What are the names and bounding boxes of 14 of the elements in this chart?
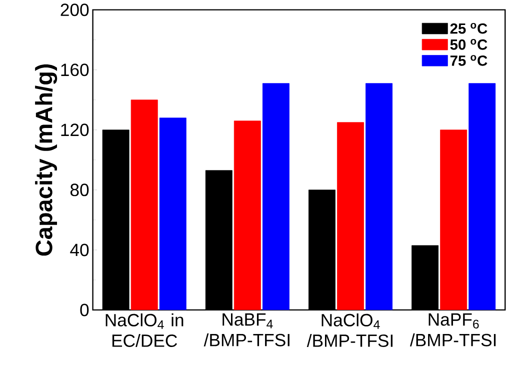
y-tick-label: 0: [80, 304, 89, 316]
y-tick-label: 120: [61, 124, 89, 136]
x-tick-label: NaPF$_{6}$ /BMP-TFSI: [410, 313, 496, 346]
x-tick-label: NaClO$_{4}$ in EC/DEC: [106, 313, 184, 347]
legend-label: 75 $^{o}$C: [450, 55, 488, 66]
y-axis-title: Capacity (mAh/g): [35, 64, 58, 256]
legend-label: 50 $^{o}$C: [450, 38, 488, 50]
legend-label: 25 $^{o}$C: [450, 22, 488, 34]
y-tick-label: 200: [60, 4, 89, 16]
y-tick-label: 80: [70, 184, 89, 196]
y-tick-label: 160: [61, 64, 89, 76]
x-tick-label: NaBF$_{4}$ /BMP-TFSI: [204, 313, 290, 346]
x-tick-label: NaClO$_{4}$ /BMP-TFSI: [306, 313, 393, 347]
y-tick-label: 40: [70, 244, 89, 256]
